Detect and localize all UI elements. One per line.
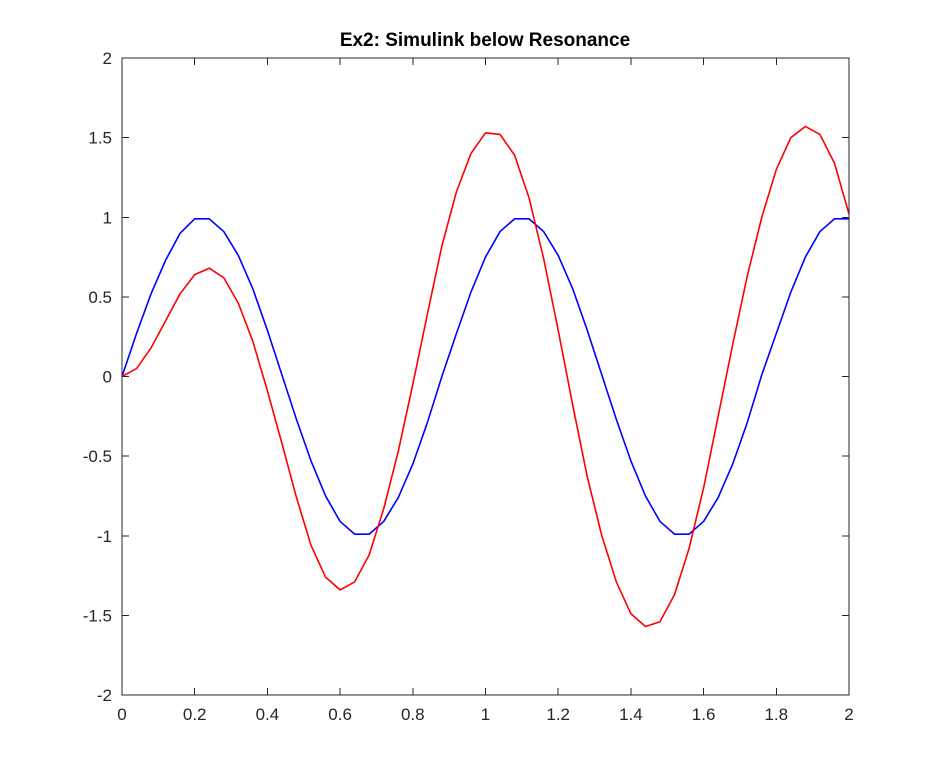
y-tick-label: 2 xyxy=(103,49,112,68)
y-tick-label: 0.5 xyxy=(88,288,112,307)
x-tick-label: 0.6 xyxy=(328,705,352,724)
axes: 0 0.2 0.4 0.6 0.8 1 1.2 1.4 1.6 1.8 2 2 1.5 1 0.5 0 -0.5… xyxy=(83,49,854,724)
series-line-2 xyxy=(121,125,850,628)
y-tick-label: 0 xyxy=(103,368,112,387)
series-line-1 xyxy=(121,218,849,535)
y-tick-label: 1.5 xyxy=(88,129,112,148)
y-tick-label: -2 xyxy=(97,686,112,705)
x-tick-label: 0.8 xyxy=(401,705,425,724)
y-tick-label: -1 xyxy=(97,527,112,546)
plot-background xyxy=(122,58,849,695)
x-tick-label: 1.2 xyxy=(546,705,570,724)
x-tick-label: 1.6 xyxy=(692,705,716,724)
y-tick-label: -0.5 xyxy=(83,447,112,466)
chart-title: Ex2: Simulink below Resonance xyxy=(340,30,630,51)
x-tick-label: 0 xyxy=(117,705,126,724)
x-tick-label: 1.8 xyxy=(764,705,788,724)
plot-area xyxy=(122,58,849,695)
x-tick-label: 0.4 xyxy=(256,705,280,724)
y-tick-label: 1 xyxy=(103,208,112,227)
x-tick-label: 2 xyxy=(844,705,853,724)
x-tick-label: 0.2 xyxy=(183,705,207,724)
x-tick-label: 1 xyxy=(481,705,490,724)
series-layer xyxy=(121,125,850,628)
x-tick-label: 1.4 xyxy=(619,705,643,724)
y-tick-label: -1.5 xyxy=(83,606,112,625)
